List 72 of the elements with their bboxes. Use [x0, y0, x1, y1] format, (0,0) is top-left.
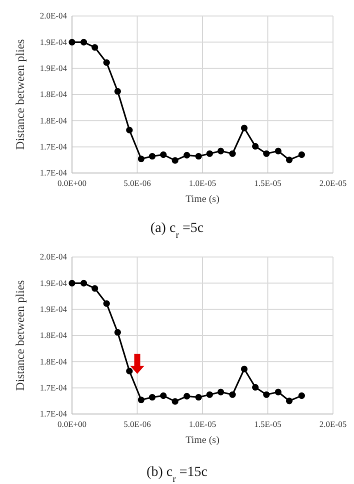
point: [80, 38, 88, 46]
point: [126, 368, 133, 374]
point: [195, 394, 202, 401]
point: [274, 148, 282, 154]
point: [114, 88, 121, 95]
x-tick-label: 0.0E+00: [57, 419, 87, 429]
y-tick-label: 1.7E-04: [40, 408, 68, 419]
point: [68, 38, 76, 46]
point: [172, 398, 178, 405]
y-tick-label: 1.9E-04: [40, 278, 68, 288]
x-tick-label: 0.0E+00: [57, 178, 87, 188]
point: [80, 280, 88, 286]
point: [160, 392, 167, 399]
point: [217, 388, 224, 396]
point: [138, 156, 144, 162]
x-tick-label: 2.0E-05: [319, 178, 347, 188]
y-tick-label: 1.9E-04: [40, 36, 68, 47]
x-axis-title: Time (s): [186, 435, 220, 446]
y-tick-label: 1.8E-04: [40, 115, 68, 126]
point: [103, 300, 110, 307]
y-tick-label: 1.7E-04: [40, 382, 68, 393]
x-tick-label: 5.0E-06: [124, 419, 151, 429]
y-tick-label: 2.0E-04: [40, 10, 68, 21]
point: [263, 150, 270, 157]
point: [229, 150, 236, 157]
point: [217, 148, 224, 154]
point: [68, 280, 76, 286]
point: [263, 391, 270, 398]
point: [184, 152, 190, 159]
y-tick-label: 1.8E-04: [40, 356, 68, 366]
point: [252, 384, 259, 391]
point: [195, 152, 202, 160]
point: [286, 156, 293, 164]
y-tick-label: 1.9E-04: [40, 63, 68, 74]
point: [160, 151, 167, 158]
y-tick-label: 1.9E-04: [40, 304, 68, 314]
y-axis-title: Distance between plies: [13, 38, 27, 150]
y-tick-label: 1.8E-04: [40, 330, 68, 340]
point: [240, 124, 248, 132]
point: [229, 391, 236, 398]
point: [252, 143, 259, 150]
x-tick-label: 5.0E-06: [124, 178, 151, 188]
point: [92, 285, 98, 292]
x-tick-label: 2.0E-05: [319, 419, 347, 429]
x-tick-label: 1.5E-05: [254, 419, 282, 429]
point: [298, 151, 305, 158]
y-axis-title: Distance between plies: [13, 280, 27, 391]
point: [184, 392, 190, 400]
point: [206, 150, 213, 157]
text: (a) c$_{r}$ =5c: [150, 221, 204, 240]
text: (b) c$_{r}$ =15c: [146, 465, 208, 484]
point: [240, 366, 248, 372]
point: [172, 157, 178, 164]
point: [274, 388, 282, 396]
point: [103, 59, 110, 66]
point: [148, 152, 156, 160]
point: [126, 126, 133, 134]
point: [206, 391, 213, 398]
y-tick-label: 1.7E-04: [40, 142, 68, 152]
y-tick-label: 1.7E-04: [40, 168, 68, 178]
y-tick-label: 2.0E-04: [40, 252, 68, 262]
y-tick-label: 1.8E-04: [40, 89, 68, 100]
point: [148, 394, 156, 401]
x-axis-title: Time (s): [186, 194, 220, 205]
point: [138, 396, 144, 404]
point: [286, 398, 293, 404]
point: [114, 329, 121, 336]
point: [298, 392, 305, 399]
point: [92, 44, 98, 51]
x-tick-label: 1.0E-05: [188, 178, 216, 188]
x-tick-label: 1.0E-05: [188, 419, 216, 429]
x-tick-label: 1.5E-05: [254, 178, 282, 188]
